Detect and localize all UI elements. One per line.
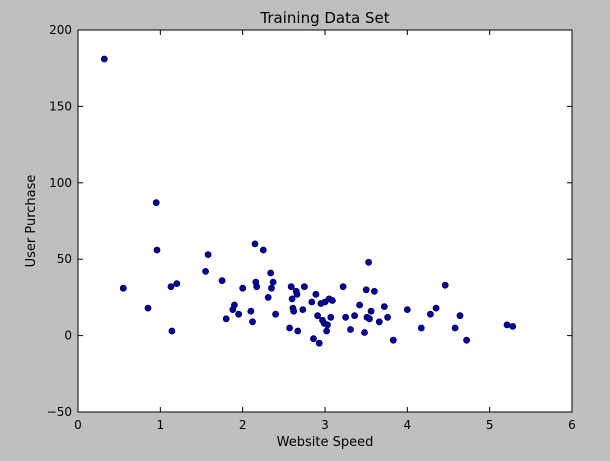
x-axis-label: Website Speed xyxy=(277,435,374,450)
data-point xyxy=(463,336,471,344)
y-tick-label: 200 xyxy=(49,23,72,37)
data-point xyxy=(153,246,161,254)
data-point xyxy=(308,298,316,306)
data-point xyxy=(294,327,302,335)
chart-title: Training Data Set xyxy=(259,9,389,27)
data-point xyxy=(300,283,308,291)
data-point xyxy=(144,304,152,312)
data-point xyxy=(173,280,181,288)
x-tick-label: 4 xyxy=(404,418,412,432)
x-tick-label: 6 xyxy=(568,418,576,432)
data-point xyxy=(299,306,307,314)
data-point xyxy=(168,327,176,335)
x-tick-label: 2 xyxy=(239,418,247,432)
data-point xyxy=(351,312,359,320)
data-point xyxy=(426,310,434,318)
data-point xyxy=(389,336,397,344)
data-point xyxy=(375,318,383,326)
data-point xyxy=(288,295,296,303)
data-point xyxy=(152,199,160,207)
x-tick-label: 1 xyxy=(157,418,165,432)
data-point xyxy=(370,287,378,295)
data-point xyxy=(287,283,295,291)
x-tick-label: 5 xyxy=(486,418,494,432)
data-point xyxy=(384,313,392,321)
data-point xyxy=(312,290,320,298)
data-point xyxy=(456,312,464,320)
data-point xyxy=(367,307,375,315)
data-point xyxy=(347,326,354,333)
data-point xyxy=(315,339,323,347)
data-point xyxy=(366,315,373,323)
data-point xyxy=(202,267,210,275)
data-point xyxy=(249,318,256,326)
data-point xyxy=(342,313,350,321)
data-point xyxy=(167,283,175,291)
data-point xyxy=(441,281,449,289)
data-point xyxy=(253,283,261,291)
scatter-points xyxy=(100,55,517,347)
data-point xyxy=(403,306,411,314)
plot-area xyxy=(78,30,572,412)
data-point xyxy=(509,322,517,330)
data-point xyxy=(218,277,226,285)
data-point xyxy=(380,303,388,311)
data-point xyxy=(417,324,425,332)
plot-frame xyxy=(77,29,573,413)
x-tick-label: 3 xyxy=(321,418,329,432)
data-point xyxy=(267,269,275,277)
data-point xyxy=(362,286,370,294)
data-point xyxy=(310,335,317,343)
data-point xyxy=(247,307,255,315)
data-point xyxy=(119,284,127,292)
y-tick-label: −50 xyxy=(47,405,72,419)
data-point xyxy=(503,321,511,329)
data-point xyxy=(314,312,322,320)
data-point xyxy=(222,315,230,323)
data-point xyxy=(365,258,373,266)
data-point xyxy=(451,324,459,332)
data-point xyxy=(327,313,335,321)
data-point xyxy=(286,324,294,332)
data-point xyxy=(272,310,280,318)
data-point xyxy=(293,290,301,298)
data-point xyxy=(328,297,336,304)
y-axis-label: User Purchase xyxy=(24,175,39,268)
y-tick-label: 150 xyxy=(49,99,72,113)
data-point xyxy=(290,307,298,315)
y-tick-label: 0 xyxy=(64,329,72,343)
data-point xyxy=(356,301,364,309)
data-point xyxy=(235,310,243,318)
data-point xyxy=(259,246,267,254)
data-point xyxy=(251,240,259,248)
data-point xyxy=(264,293,272,301)
data-point xyxy=(339,283,347,291)
y-tick-label: 50 xyxy=(57,252,72,266)
data-point xyxy=(230,301,238,309)
data-point xyxy=(100,55,108,63)
data-point xyxy=(432,304,440,312)
data-point xyxy=(324,321,331,329)
x-tick-label: 0 xyxy=(74,418,82,432)
y-tick-label: 100 xyxy=(49,176,72,190)
data-point xyxy=(323,327,331,335)
data-point xyxy=(239,284,247,292)
data-point xyxy=(361,329,368,336)
data-point xyxy=(269,278,277,286)
data-point xyxy=(268,284,275,292)
data-point xyxy=(204,251,212,259)
